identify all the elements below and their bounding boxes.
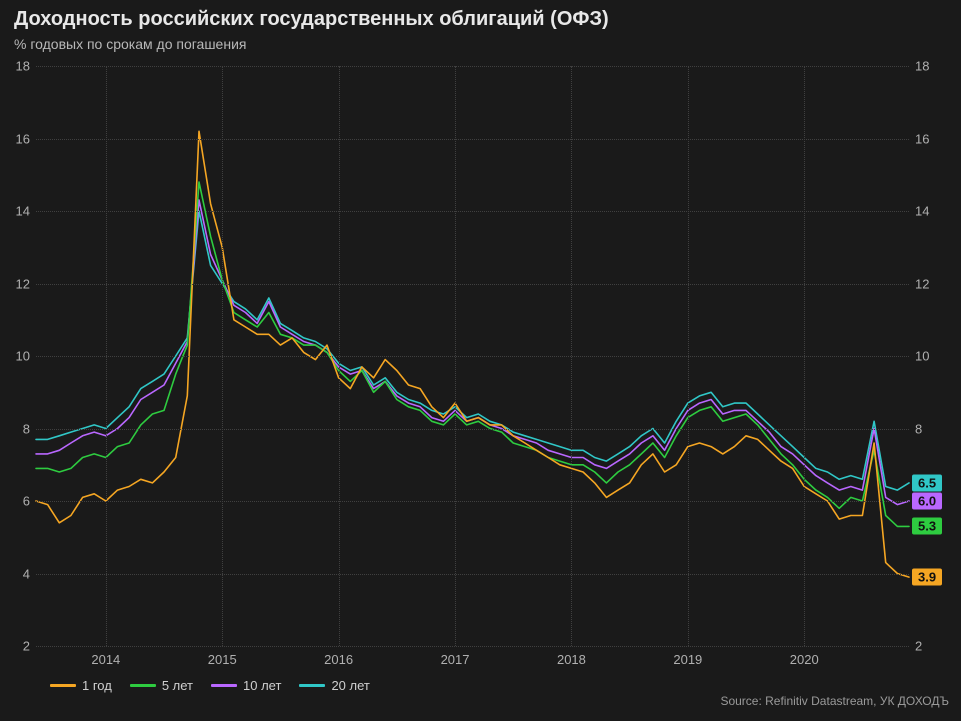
y-tick: 4: [23, 566, 30, 581]
y-tick: 16: [16, 131, 30, 146]
y-tick: 14: [915, 204, 929, 219]
legend-label: 20 лет: [331, 678, 369, 693]
x-tick: 2018: [557, 652, 586, 667]
chart-subtitle: % годовых по срокам до погашения: [14, 36, 246, 52]
source-attribution: Source: Refinitiv Datastream, УК ДОХОДЪ: [720, 694, 949, 708]
grid-line: [804, 66, 805, 646]
grid-line: [36, 66, 909, 67]
legend-swatch: [299, 684, 325, 687]
legend-swatch: [50, 684, 76, 687]
chart-title: Доходность российских государственных об…: [14, 8, 609, 31]
legend-label: 5 лет: [162, 678, 193, 693]
x-tick: 2016: [324, 652, 353, 667]
series-line-5y: [36, 182, 909, 526]
end-value-10y: 6.0: [912, 493, 942, 510]
grid-line: [36, 501, 909, 502]
legend-swatch: [130, 684, 156, 687]
plot-area: [36, 66, 909, 646]
legend-label: 10 лет: [243, 678, 281, 693]
grid-line: [36, 211, 909, 212]
grid-line: [36, 356, 909, 357]
series-line-1y: [36, 131, 909, 577]
grid-line: [339, 66, 340, 646]
grid-line: [688, 66, 689, 646]
grid-line: [36, 139, 909, 140]
bond-yield-chart: Доходность российских государственных об…: [0, 0, 961, 721]
x-tick: 2015: [208, 652, 237, 667]
legend-item-5y: 5 лет: [130, 678, 193, 693]
grid-line: [36, 429, 909, 430]
y-tick: 2: [915, 639, 922, 654]
y-tick: 2: [23, 639, 30, 654]
legend-item-10y: 10 лет: [211, 678, 281, 693]
y-tick: 12: [915, 276, 929, 291]
legend-swatch: [211, 684, 237, 687]
end-value-20y: 6.5: [912, 474, 942, 491]
x-tick: 2017: [441, 652, 470, 667]
x-tick: 2020: [790, 652, 819, 667]
y-tick: 16: [915, 131, 929, 146]
grid-line: [571, 66, 572, 646]
grid-line: [36, 284, 909, 285]
grid-line: [106, 66, 107, 646]
y-tick: 10: [16, 349, 30, 364]
legend: 1 год 5 лет 10 лет 20 лет: [50, 678, 370, 693]
y-tick: 6: [23, 494, 30, 509]
y-tick: 10: [915, 349, 929, 364]
grid-line: [36, 646, 909, 647]
y-tick: 18: [915, 59, 929, 74]
legend-label: 1 год: [82, 678, 112, 693]
legend-item-20y: 20 лет: [299, 678, 369, 693]
series-line-20y: [36, 211, 909, 490]
end-value-5y: 5.3: [912, 518, 942, 535]
y-tick: 14: [16, 204, 30, 219]
x-tick: 2014: [91, 652, 120, 667]
grid-line: [222, 66, 223, 646]
legend-item-1y: 1 год: [50, 678, 112, 693]
y-tick: 12: [16, 276, 30, 291]
y-tick: 18: [16, 59, 30, 74]
grid-line: [36, 574, 909, 575]
grid-line: [455, 66, 456, 646]
end-value-1y: 3.9: [912, 569, 942, 586]
x-tick: 2019: [673, 652, 702, 667]
y-tick: 8: [23, 421, 30, 436]
y-tick: 8: [915, 421, 922, 436]
